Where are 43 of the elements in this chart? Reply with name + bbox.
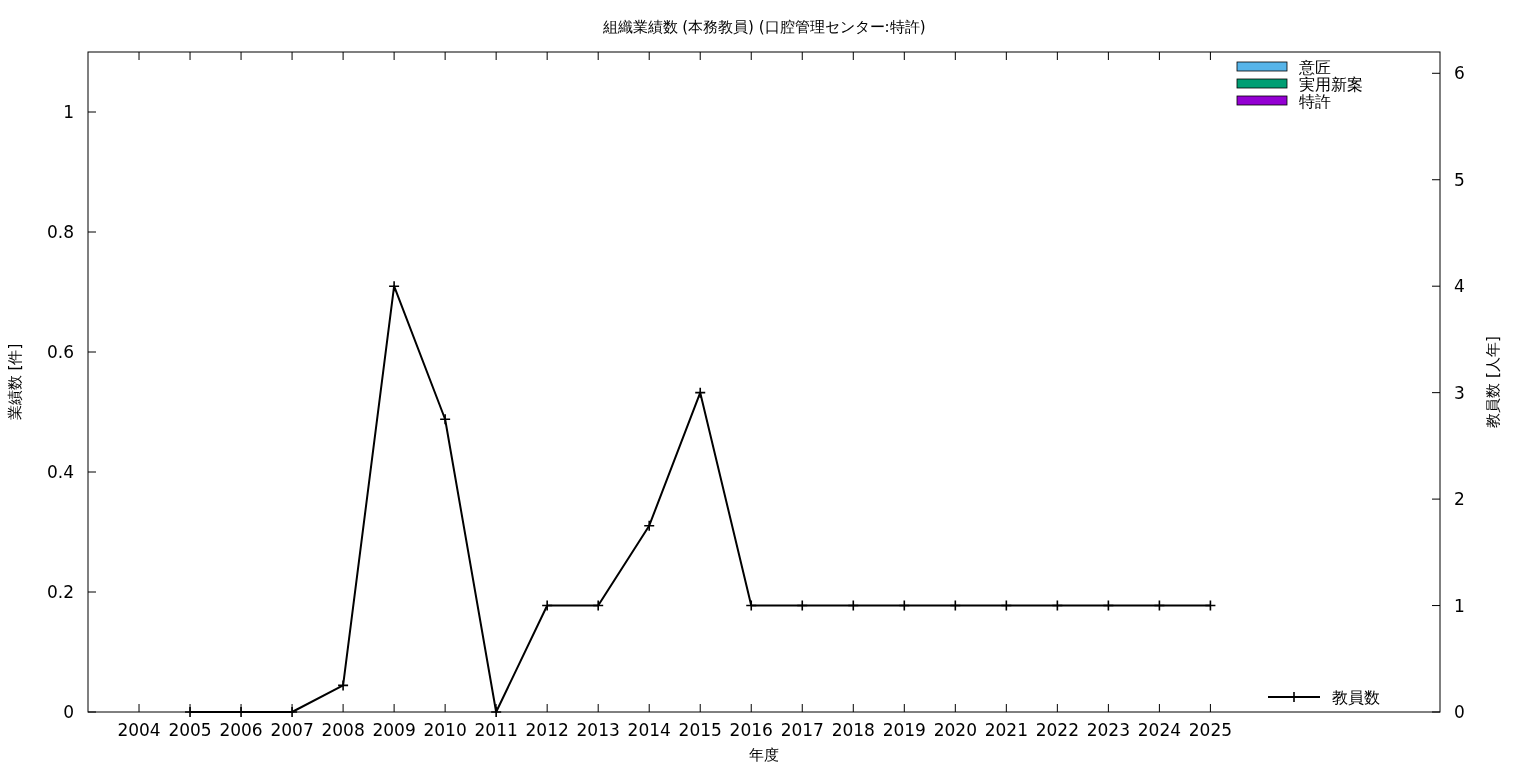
x-tick-label: 2014 bbox=[627, 720, 671, 740]
x-tick-label: 2009 bbox=[372, 720, 416, 740]
x-axis-title: 年度 bbox=[749, 746, 779, 764]
x-tick-label: 2024 bbox=[1137, 720, 1182, 740]
x-tick-label: 2021 bbox=[984, 720, 1028, 740]
x-tick-label: 2019 bbox=[882, 720, 926, 740]
x-tick-label: 2010 bbox=[423, 720, 467, 740]
legend-label: 実用新案 bbox=[1299, 75, 1363, 94]
y-tick-label: 1 bbox=[63, 102, 74, 122]
y2-tick-label: 0 bbox=[1454, 702, 1465, 722]
y-tick-label: 0 bbox=[63, 702, 74, 722]
chart-title: 組織業績数 (本務教員) (口腔管理センター:特許) bbox=[601, 18, 926, 36]
y2-tick-label: 5 bbox=[1454, 169, 1465, 190]
x-tick-label: 2012 bbox=[525, 720, 569, 740]
legend-label: 意匠 bbox=[1298, 58, 1331, 77]
x-tick-label: 2005 bbox=[168, 720, 212, 740]
x-tick-label: 2017 bbox=[780, 720, 824, 740]
x-tick-label: 2020 bbox=[933, 720, 977, 740]
x-tick-label: 2011 bbox=[474, 720, 518, 740]
x-tick-label: 2013 bbox=[576, 720, 620, 740]
y-tick-label: 0.6 bbox=[46, 342, 74, 362]
y-tick-label: 0.2 bbox=[46, 582, 74, 602]
x-tick-label: 2007 bbox=[270, 720, 314, 740]
x-tick-label: 2018 bbox=[831, 720, 875, 740]
x-tick-label: 2025 bbox=[1188, 720, 1233, 740]
y-axis-title: 業績数 [件] bbox=[6, 343, 24, 421]
x-tick-label: 2008 bbox=[321, 720, 365, 740]
y2-tick-label: 1 bbox=[1454, 595, 1465, 616]
y-tick-label: 0.8 bbox=[46, 222, 74, 242]
y-tick-label: 0.4 bbox=[46, 462, 74, 482]
x-tick-label: 2015 bbox=[678, 720, 722, 740]
x-tick-label: 2006 bbox=[219, 720, 263, 740]
legend-label: 特許 bbox=[1299, 92, 1331, 111]
legend-label: 教員数 bbox=[1332, 688, 1380, 707]
y2-tick-label: 4 bbox=[1454, 276, 1465, 297]
y2-tick-label: 6 bbox=[1454, 63, 1465, 84]
x-tick-label: 2023 bbox=[1086, 720, 1131, 740]
x-tick-label: 2016 bbox=[729, 720, 773, 740]
y2-tick-label: 3 bbox=[1454, 382, 1465, 403]
x-tick-label: 2004 bbox=[117, 720, 161, 740]
x-tick-label: 2022 bbox=[1035, 720, 1079, 740]
y2-axis-title: 教員数 [人年] bbox=[1484, 336, 1502, 428]
y2-tick-label: 2 bbox=[1454, 489, 1465, 510]
